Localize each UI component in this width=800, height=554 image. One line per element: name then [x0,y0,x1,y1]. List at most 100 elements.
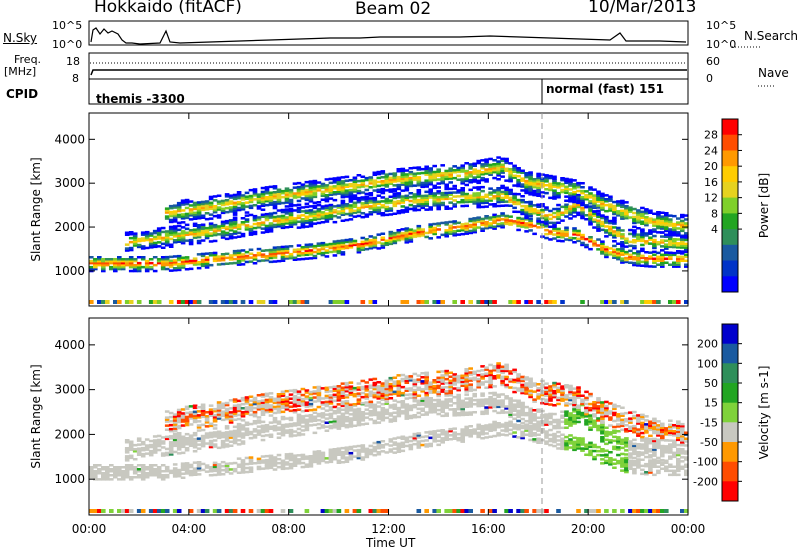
velocity-cell [101,472,106,475]
velocity-cell [472,378,477,382]
power-cell [652,218,657,221]
velocity-cell [348,387,354,390]
velocity-cell [105,468,110,471]
power-cell [436,205,441,209]
power-cell [360,185,366,188]
velocity-cell [236,443,242,446]
power-cell [144,267,150,271]
power-cell [560,182,565,186]
power-cell [680,235,685,238]
velocity-noise [536,509,541,513]
power-cell [480,199,485,203]
power-cell [176,207,182,211]
velocity-cell [140,474,146,477]
power-cell [368,211,374,214]
velocity-noise [216,509,222,513]
power-cell [448,167,453,170]
power-cell [184,216,190,220]
power-cell [484,226,489,230]
velocity-cell [136,453,142,456]
velocity-noise [248,509,254,513]
power-cell [224,231,230,235]
power-cell [344,189,350,192]
power-cell [660,215,665,218]
velocity-cell [488,398,493,401]
velocity-cell [348,423,354,426]
power-cell [176,266,182,270]
power-cell [460,178,465,181]
power-cell [288,200,294,204]
power-cell [668,255,673,259]
power-cell [168,231,174,235]
power-cell [384,213,390,217]
velocity-cell [248,462,254,465]
velocity-cell [172,450,178,454]
power-cell [680,213,685,217]
power-cell [652,230,657,233]
velocity-cell [124,468,130,471]
power-cell [260,221,266,224]
power-cell [204,226,210,230]
velocity-cell [288,464,294,468]
velocity-cell [356,454,362,458]
power-cell [128,233,134,236]
power-cell [276,188,282,191]
velocity-noise [504,509,509,513]
power-cell [516,200,521,204]
power-cell [392,180,398,183]
cpid-panel-frame [88,78,689,105]
power-cell [196,239,202,243]
power-cell [152,235,158,239]
velocity-cell [344,396,350,399]
power-noise [600,300,605,304]
velocity-cell [496,395,501,398]
power-cell [456,174,461,178]
velocity-cell [204,425,210,428]
velocity-cell [276,395,282,398]
power-cell [604,217,609,220]
velocity-cell [452,435,457,438]
power-cell [464,183,469,187]
power-cell [192,215,198,219]
power-cell [200,254,206,258]
power-noise [248,300,254,304]
power-cell [352,196,358,199]
velocity-cell [320,397,326,400]
velocity-cell [236,431,242,434]
power-cell [152,256,158,259]
power-cell [448,228,453,232]
power-cell [316,181,322,184]
power-cell [248,196,254,200]
velocity-cell [476,373,481,377]
power-cell [524,189,529,193]
power-cell [260,231,266,234]
power-cell [636,219,641,222]
velocity-cell [89,472,94,475]
velocity-cell [332,395,338,399]
velocity-cell [336,389,342,392]
velocity-cell [376,413,382,416]
power-cell [324,255,330,258]
velocity-cell [300,429,306,432]
velocity-cell [420,380,425,383]
velocity-cell [216,401,222,404]
velocity-cell [276,422,282,425]
velocity-cell [352,404,358,407]
power-cell [496,187,501,190]
velocity-cell [420,409,425,412]
power-cell [608,205,613,208]
velocity-cell [408,414,414,418]
velocity-cell [524,424,529,427]
power-cell [376,200,382,203]
velocity-cell [196,463,202,466]
power-cell [360,212,366,215]
power-cell [676,238,681,241]
velocity-cell [140,468,146,471]
power-cell [432,200,437,203]
power-cell [600,222,605,226]
power-cell [292,221,298,224]
power-cell [484,160,489,163]
power-cell [584,198,589,201]
velocity-cell [264,430,270,433]
velocity-cell [384,400,390,403]
